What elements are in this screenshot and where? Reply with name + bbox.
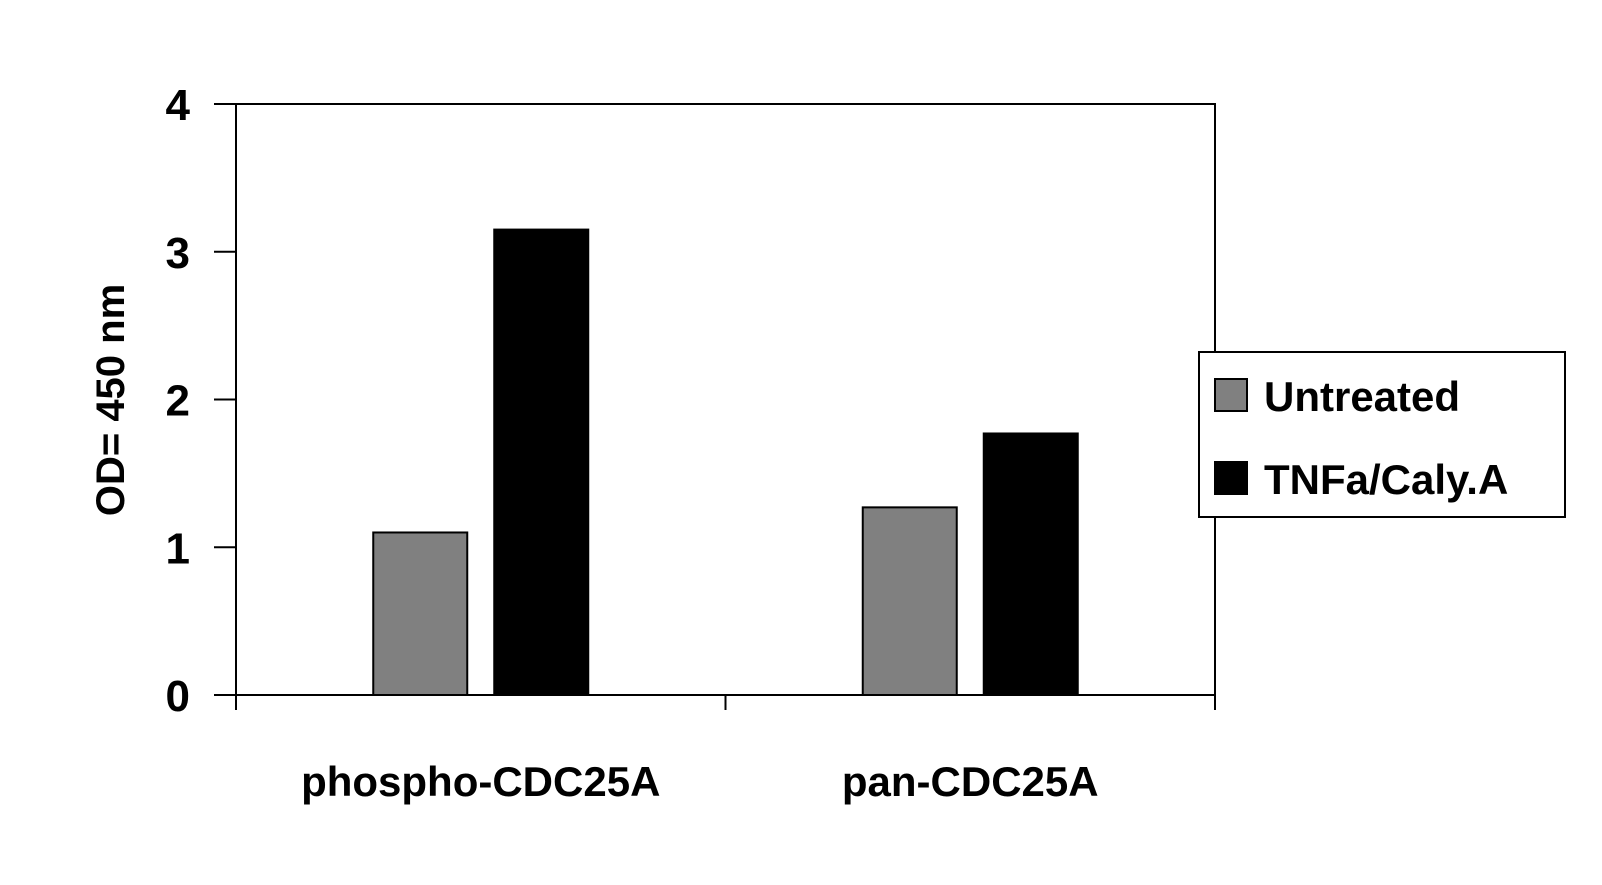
legend-label-tnfa-caly-a: TNFa/Caly.A (1264, 456, 1508, 503)
x-tick-label-1: pan-CDC25A (842, 758, 1099, 805)
bar-untreated-0 (372, 531, 469, 696)
legend-swatch-tnfa-caly-a (1214, 461, 1248, 495)
y-tick-label-3: 3 (166, 229, 190, 278)
bar-untreated-1 (861, 506, 958, 697)
legend-label-untreated: Untreated (1264, 373, 1460, 420)
y-tick-label-1: 1 (166, 524, 190, 573)
bars-layer (372, 228, 1079, 697)
bar-tnfa-caly-a-0 (493, 228, 590, 696)
y-tick-label-2: 2 (166, 377, 190, 426)
axes-layer: phospho-CDC25A pan-CDC25A 0 1 2 3 4 (166, 81, 1216, 805)
y-tick-label-4: 4 (166, 81, 191, 130)
y-tick-label-0: 0 (166, 672, 190, 721)
x-tick-label-0: phospho-CDC25A (301, 758, 660, 805)
legend-box (1198, 351, 1566, 518)
legend: Untreated TNFa/Caly.A (1198, 351, 1566, 518)
bar-tnfa-caly-a-1 (982, 432, 1079, 696)
y-axis-label: OD= 450 nm (89, 284, 133, 516)
legend-swatch-untreated (1214, 378, 1248, 412)
